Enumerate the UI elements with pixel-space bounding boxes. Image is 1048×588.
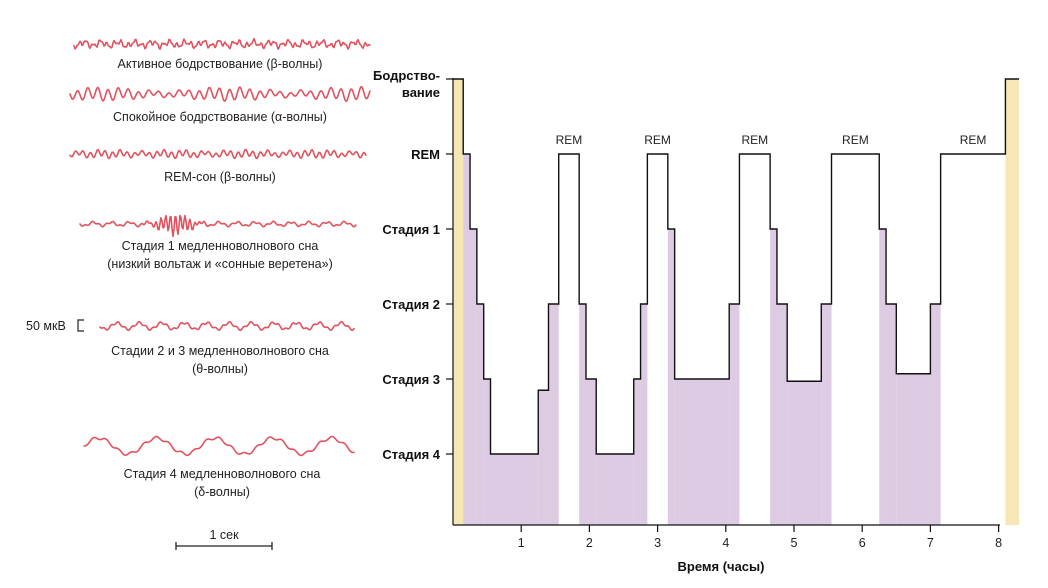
wake-fill	[1005, 79, 1020, 525]
y-tick-label: Стадия 3	[382, 372, 440, 387]
wave-caption-rem-sleep: REM-сон (β-волны)	[164, 170, 276, 184]
voltage-scale-bracket	[77, 319, 84, 332]
voltage-scale-label: 50 мкВ	[26, 319, 66, 333]
y-tick-label: Стадия 2	[382, 297, 440, 312]
wake-fill	[453, 79, 464, 525]
eeg-trace-stage-4	[83, 435, 355, 457]
hypnogram-fills	[453, 79, 1020, 525]
x-axis-ticks: 1 2 3 4 5 6 7 8	[518, 525, 1002, 550]
wave-caption-stage-4-line-2: (δ-волны)	[194, 485, 250, 499]
time-scale-label: 1 сек	[209, 528, 239, 542]
wave-caption-stage-2-3-line-2: (θ-волны)	[192, 362, 248, 376]
sleep-stage-fill	[640, 304, 648, 525]
sleep-stage-fill	[821, 304, 832, 525]
sleep-stage-fill	[674, 379, 730, 525]
sleep-stage-fill	[548, 304, 559, 525]
x-tick-label: 7	[927, 536, 934, 550]
y-tick-label: Бодрство-	[373, 68, 440, 83]
eeg-trace-active-wake	[73, 37, 371, 50]
sleep-stage-fill	[538, 390, 549, 525]
sleep-stage-fill	[886, 304, 897, 525]
x-tick-label: 4	[722, 536, 729, 550]
eeg-waveform-panel: Активное бодрствование (β-волны) Спокойн…	[26, 37, 371, 550]
eeg-trace-stage-2-3	[99, 320, 355, 332]
x-tick-label: 3	[654, 536, 661, 550]
time-scale-bar	[175, 542, 273, 550]
y-tick-label: Стадия 1	[382, 222, 440, 237]
rem-label: REM	[644, 133, 671, 147]
sleep-stage-fill	[667, 229, 675, 525]
wave-caption-active-wake: Активное бодрствование (β-волны)	[118, 57, 323, 71]
wave-caption-stage-1-line-1: Стадия 1 медленноволнового сна	[122, 239, 319, 253]
sleep-stage-fill	[483, 379, 491, 525]
x-tick-label: 1	[518, 536, 525, 550]
rem-period-labels: REM REM REM REM REM	[556, 133, 987, 147]
eeg-trace-quiet-wake	[69, 86, 371, 103]
hypnogram-step-line	[453, 78, 1020, 455]
y-axis-ticks: Бодрство-вание REM Стадия 1 Стадия 2 Стадия …	[373, 68, 453, 462]
sleep-stage-fill	[596, 454, 634, 525]
eeg-trace-stage-1	[79, 214, 357, 238]
wave-caption-stage-2-3-line-1: Стадии 2 и 3 медленноволнового сна	[111, 344, 329, 358]
x-axis-title: Время (часы)	[678, 559, 765, 574]
sleep-stage-fill	[463, 154, 471, 525]
rem-label: REM	[741, 133, 768, 147]
x-tick-label: 2	[586, 536, 593, 550]
x-tick-label: 8	[995, 536, 1002, 550]
wave-caption-stage-1-line-2: (низкий вольтаж и «сонные веретена»)	[107, 257, 332, 271]
sleep-stage-fill	[879, 229, 887, 525]
sleep-stage-fill	[585, 379, 597, 525]
sleep-stage-fill	[490, 454, 539, 525]
sleep-stage-fill	[729, 304, 740, 525]
sleep-stage-fill	[633, 379, 641, 525]
sleep-stage-fill	[776, 304, 788, 525]
rem-label: REM	[960, 133, 987, 147]
eeg-trace-rem-sleep	[69, 148, 367, 160]
wave-caption-quiet-wake: Спокойное бодрствование (α-волны)	[113, 110, 327, 124]
sleep-stage-fill	[579, 304, 586, 525]
rem-label: REM	[842, 133, 869, 147]
x-tick-label: 6	[859, 536, 866, 550]
y-tick-label: вание	[402, 85, 440, 100]
sleep-stage-fill	[770, 229, 777, 525]
sleep-stage-fill	[787, 381, 822, 525]
sleep-stage-fill	[470, 229, 477, 525]
rem-label: REM	[556, 133, 583, 147]
hypnogram-chart: Бодрство-вание REM Стадия 1 Стадия 2 Стадия …	[373, 68, 1020, 574]
sleep-stage-fill	[930, 304, 941, 525]
x-tick-label: 5	[791, 536, 798, 550]
y-tick-label: REM	[411, 147, 440, 162]
sleep-stage-fill	[476, 304, 484, 525]
sleep-stage-fill	[896, 373, 931, 525]
wave-caption-stage-4-line-1: Стадия 4 медленноволнового сна	[124, 467, 321, 481]
y-tick-label: Стадия 4	[382, 447, 440, 462]
